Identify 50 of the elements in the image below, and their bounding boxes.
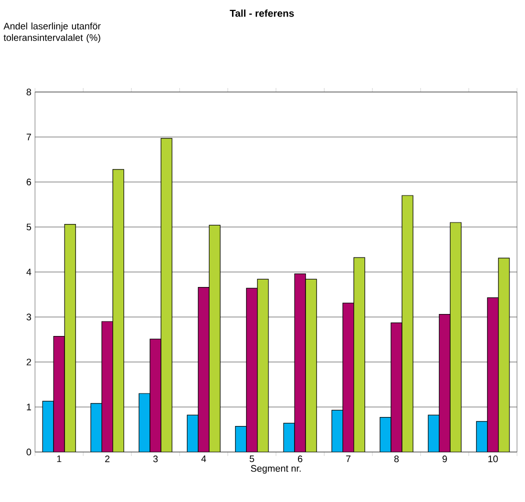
bar (332, 410, 344, 452)
x-tick-label: 6 (298, 456, 302, 462)
y-tick-label: 0 (26, 448, 32, 456)
bar (90, 403, 102, 452)
bar (102, 321, 114, 452)
bar (354, 257, 366, 452)
bar (390, 322, 402, 452)
bar (150, 338, 162, 452)
bar (64, 224, 76, 452)
y-tick-label: 6 (26, 178, 32, 186)
x-tick-label: 2 (105, 456, 110, 462)
bar (160, 138, 172, 452)
y-axis-title: Andel laserlinje utanför toleransintervalalet (%) (4, 22, 101, 43)
bar (208, 224, 221, 452)
bar (283, 422, 295, 452)
bar (305, 278, 317, 452)
x-tick-label: 4 (201, 456, 206, 462)
bar (235, 426, 247, 452)
bar (42, 401, 54, 452)
bar (294, 274, 306, 452)
x-axis-title: Segment nr. (250, 465, 301, 474)
bar (428, 414, 440, 452)
bar (487, 297, 499, 452)
x-tick-label: 3 (153, 456, 158, 462)
x-tick-label: 9 (442, 456, 447, 462)
bar (402, 195, 414, 452)
x-tick-label: 7 (346, 456, 350, 462)
y-tick-label: 4 (26, 268, 32, 276)
bar (186, 414, 199, 452)
chart-title: Tall - referens (230, 10, 294, 17)
x-tick-label: 1 (57, 456, 62, 462)
y-tick-label: 8 (26, 88, 32, 96)
y-tick-label: 2 (26, 358, 32, 366)
bar (198, 287, 210, 452)
bar (257, 278, 269, 452)
bar (476, 421, 488, 452)
bar (54, 336, 65, 452)
x-tick-label: 5 (250, 456, 254, 462)
y-tick-label: 3 (26, 314, 32, 320)
y-tick-label: 5 (26, 224, 32, 230)
bar (112, 169, 124, 452)
y-tick-label: 1 (26, 404, 32, 410)
bar (342, 302, 354, 452)
bar (246, 288, 258, 452)
y-tick-label: 7 (26, 134, 32, 140)
x-tick-label: 10 (488, 456, 498, 462)
x-tick-label: 8 (394, 456, 399, 462)
bar (450, 222, 462, 452)
bar (438, 314, 451, 452)
bar (498, 258, 510, 452)
